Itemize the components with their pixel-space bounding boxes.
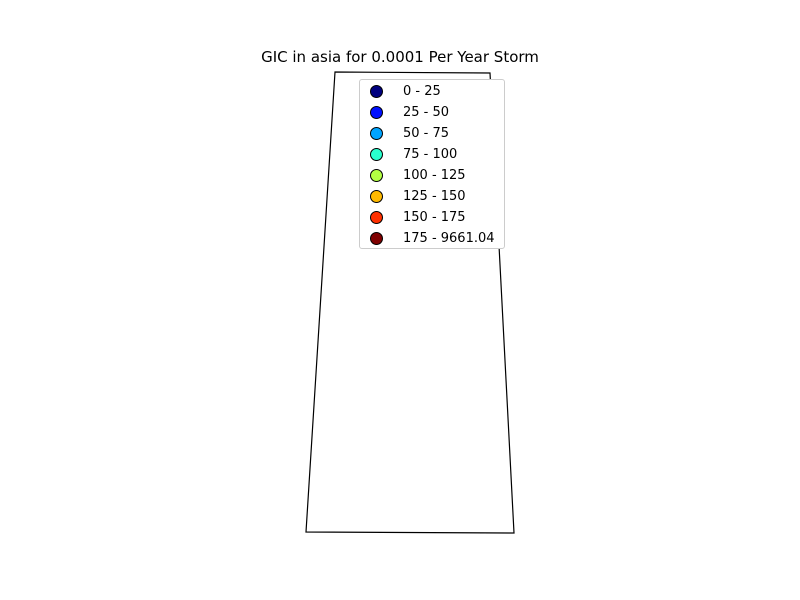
legend-label: 175 - 9661.04 (403, 231, 495, 246)
legend-entry: 100 - 125 (370, 165, 466, 186)
legend-label: 50 - 75 (403, 126, 450, 141)
legend-entry: 75 - 100 (370, 144, 457, 165)
legend-entry: 25 - 50 (370, 102, 449, 123)
legend-marker-icon (370, 211, 383, 224)
legend-label: 125 - 150 (403, 189, 466, 204)
legend-marker-icon (370, 85, 383, 98)
legend-label: 25 - 50 (403, 105, 450, 120)
legend-marker-icon (370, 127, 383, 140)
legend-marker-icon (370, 190, 383, 203)
legend: 0 - 25 25 - 50 50 - 75 75 - 100 100 - 125 125… (359, 79, 505, 249)
legend-entry: 125 - 150 (370, 186, 466, 207)
legend-entry: 150 - 175 (370, 207, 466, 228)
legend-entry: 175 - 9661.04 (370, 228, 495, 249)
legend-entry: 0 - 25 (370, 81, 441, 102)
legend-label: 0 - 25 (403, 84, 441, 99)
legend-marker-icon (370, 148, 383, 161)
map-title: GIC in asia for 0.0001 Per Year Storm (261, 48, 539, 66)
legend-label: 75 - 100 (403, 147, 458, 162)
legend-label: 100 - 125 (403, 168, 466, 183)
legend-marker-icon (370, 232, 383, 245)
legend-label: 150 - 175 (403, 210, 466, 225)
legend-marker-icon (370, 169, 383, 182)
region-boundary (305, 71, 515, 534)
legend-entry: 50 - 75 (370, 123, 449, 144)
legend-marker-icon (370, 106, 383, 119)
